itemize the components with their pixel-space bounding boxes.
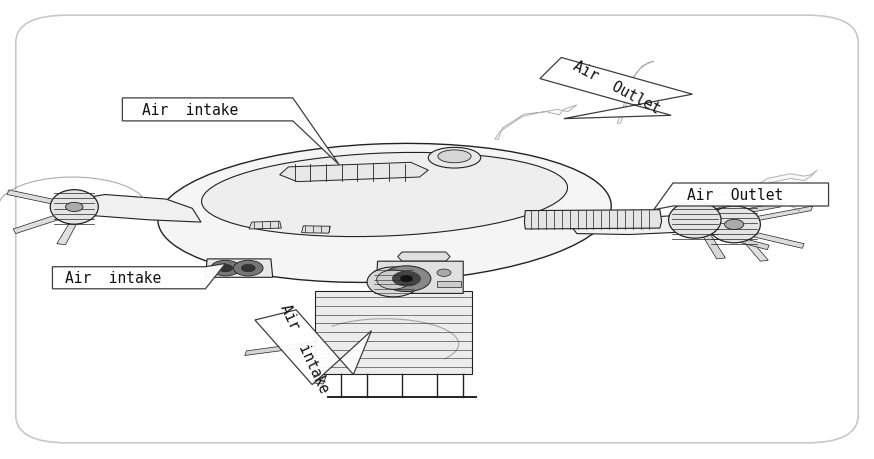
Ellipse shape bbox=[669, 202, 721, 239]
Ellipse shape bbox=[202, 153, 567, 237]
Circle shape bbox=[66, 203, 83, 212]
Polygon shape bbox=[280, 163, 428, 182]
Circle shape bbox=[725, 220, 744, 230]
Circle shape bbox=[392, 272, 420, 286]
FancyBboxPatch shape bbox=[16, 16, 858, 443]
Polygon shape bbox=[315, 291, 472, 374]
Polygon shape bbox=[540, 58, 692, 119]
Polygon shape bbox=[495, 106, 577, 140]
Text: Air  Outlet: Air Outlet bbox=[687, 188, 783, 202]
Ellipse shape bbox=[367, 267, 420, 297]
Polygon shape bbox=[57, 211, 83, 245]
Polygon shape bbox=[245, 341, 325, 356]
Polygon shape bbox=[7, 190, 74, 209]
Text: Air  intake: Air intake bbox=[142, 103, 239, 118]
Polygon shape bbox=[13, 210, 75, 234]
Polygon shape bbox=[52, 264, 225, 289]
Polygon shape bbox=[255, 310, 371, 385]
Polygon shape bbox=[398, 252, 450, 262]
Polygon shape bbox=[617, 62, 654, 124]
Polygon shape bbox=[568, 216, 725, 235]
Text: Air  Outlet: Air Outlet bbox=[570, 58, 662, 117]
Polygon shape bbox=[302, 226, 330, 234]
Ellipse shape bbox=[51, 190, 98, 224]
Polygon shape bbox=[654, 184, 829, 210]
Polygon shape bbox=[524, 210, 662, 230]
Polygon shape bbox=[249, 222, 281, 230]
Polygon shape bbox=[697, 203, 782, 223]
Polygon shape bbox=[122, 99, 339, 165]
Ellipse shape bbox=[438, 151, 471, 163]
Polygon shape bbox=[332, 343, 464, 358]
Polygon shape bbox=[315, 347, 336, 384]
Ellipse shape bbox=[708, 207, 760, 243]
Polygon shape bbox=[734, 228, 804, 249]
Circle shape bbox=[218, 265, 232, 272]
Circle shape bbox=[233, 261, 263, 276]
Polygon shape bbox=[376, 262, 463, 294]
Circle shape bbox=[400, 276, 413, 282]
Polygon shape bbox=[437, 281, 461, 287]
Polygon shape bbox=[746, 171, 817, 195]
Circle shape bbox=[241, 265, 255, 272]
Ellipse shape bbox=[158, 144, 611, 283]
Ellipse shape bbox=[428, 148, 481, 169]
Polygon shape bbox=[695, 193, 752, 217]
Circle shape bbox=[211, 261, 240, 276]
Polygon shape bbox=[731, 226, 768, 262]
Ellipse shape bbox=[377, 270, 410, 290]
Polygon shape bbox=[697, 227, 769, 250]
Polygon shape bbox=[70, 195, 201, 223]
Polygon shape bbox=[695, 223, 725, 259]
Polygon shape bbox=[205, 259, 273, 278]
Polygon shape bbox=[732, 207, 813, 226]
Text: Air  intake: Air intake bbox=[277, 301, 331, 394]
Circle shape bbox=[437, 269, 451, 277]
Circle shape bbox=[382, 266, 431, 292]
Text: Air  intake: Air intake bbox=[66, 271, 162, 285]
